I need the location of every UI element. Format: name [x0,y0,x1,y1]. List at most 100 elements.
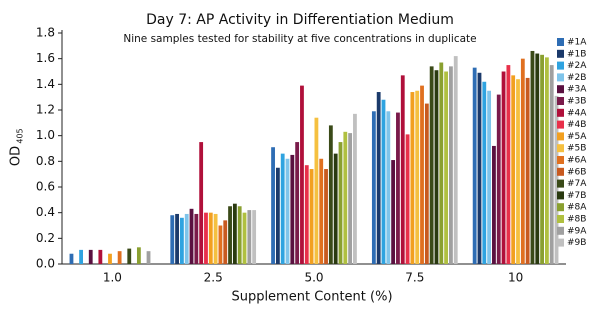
bar [348,133,353,264]
bar [290,154,295,264]
bar [525,77,530,265]
bar [223,220,228,264]
bar [79,249,84,264]
legend-label: #6B [567,167,586,177]
bar [506,65,511,264]
x-tick-label: 5.0 [304,271,323,285]
bar [300,85,304,264]
bar [453,56,458,264]
bar [127,248,132,264]
y-tick-label: 1.0 [36,128,55,142]
bar [319,158,324,264]
bar [415,90,420,264]
bar [396,112,400,264]
y-tick-label: 0.6 [36,180,55,194]
bar [237,206,242,264]
bar [439,62,444,265]
legend-swatch [557,108,564,117]
legend-swatch [557,85,564,94]
legend-swatch [557,38,564,46]
bar [410,92,415,265]
y-axis-label-main: OD [9,146,24,166]
bar [424,103,429,264]
bar [117,251,122,264]
legend-swatch [557,167,564,176]
legend-label: #3A [567,85,587,95]
bar [420,85,424,264]
bar [434,70,439,264]
bar [376,92,381,265]
chart-subtitle: Nine samples tested for stability at fiv… [123,33,476,45]
bar [285,158,290,264]
bar [333,153,338,264]
bar [496,94,501,264]
bar [511,75,516,264]
bar [540,54,544,264]
bar [194,213,199,264]
bar [108,253,112,264]
y-axis-label: OD 405 [9,128,25,166]
legend-label: #3B [567,97,586,107]
y-tick-label: 0.8 [36,154,55,168]
bar [328,125,333,265]
bar [280,153,285,264]
legend-swatch [557,73,564,82]
y-tick-label: 0.4 [36,205,55,219]
bar [449,66,453,264]
bar [208,212,213,264]
y-tick-label: 1.4 [36,77,55,91]
legend-label: #7B [567,191,586,201]
legend-swatch [557,132,564,141]
bar [136,247,141,264]
bar [487,90,492,264]
bar [228,206,232,264]
bar [391,160,396,264]
bar [492,145,496,264]
bar [386,111,391,265]
bar [343,131,348,264]
legend-swatch [557,144,564,153]
legend-label: #6A [567,156,587,166]
legend-swatch [557,49,564,58]
bar [242,212,247,264]
bar [520,58,525,264]
legend-swatch [557,179,564,188]
x-tick-label: 2.5 [204,271,223,285]
bar [530,50,535,264]
y-tick-label: 1.6 [36,51,55,65]
bar [554,95,559,264]
bar [184,213,189,264]
legend-label: #5A [567,132,587,142]
y-tick-label: 0.2 [36,231,55,245]
bar [189,208,194,264]
legend-label: #8A [567,203,587,213]
bar [146,251,151,264]
bar [444,71,449,264]
bar [170,215,175,264]
y-axis-label-sub: 405 [16,128,25,143]
bar [309,169,314,264]
bar [98,249,103,264]
legend-swatch [557,120,564,129]
legend-swatch [557,156,564,164]
legend-swatch [557,191,564,200]
bar [204,212,208,264]
y-tick-label: 1.2 [36,103,55,117]
bar [535,53,540,265]
x-tick-label: 7.5 [405,271,424,285]
bar [218,225,223,264]
bar [69,253,74,264]
bar [338,142,343,264]
y-tick-label: 1.8 [36,26,55,40]
legend-swatch [557,238,564,247]
bar [544,57,549,265]
bar [213,213,218,264]
bar [549,65,554,264]
legend-label: #1B [567,49,586,59]
legend-label: #7A [567,179,587,189]
legend-swatch [557,215,564,223]
legend-swatch [557,226,564,235]
x-tick-label: 10 [508,271,523,285]
legend-label: #1A [567,38,587,48]
